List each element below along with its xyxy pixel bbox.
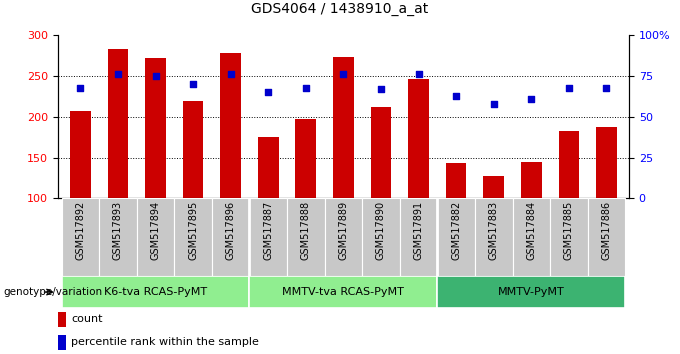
Bar bbox=[58, 335, 66, 350]
Bar bbox=[371, 107, 391, 198]
Bar bbox=[99, 198, 137, 276]
Text: GSM517890: GSM517890 bbox=[376, 201, 386, 260]
Bar bbox=[62, 198, 99, 276]
Text: GSM517894: GSM517894 bbox=[150, 201, 160, 260]
Text: GSM517884: GSM517884 bbox=[526, 201, 537, 260]
Bar bbox=[513, 198, 550, 276]
Bar bbox=[137, 198, 174, 276]
Bar bbox=[183, 101, 203, 198]
Bar bbox=[107, 49, 129, 198]
Bar bbox=[437, 276, 625, 308]
Bar bbox=[250, 276, 437, 308]
Bar bbox=[296, 119, 316, 198]
Bar bbox=[250, 198, 287, 276]
Bar bbox=[408, 79, 429, 198]
Point bbox=[564, 85, 575, 90]
Text: GSM517889: GSM517889 bbox=[339, 201, 348, 260]
Bar bbox=[70, 111, 90, 198]
Bar bbox=[287, 198, 324, 276]
Bar bbox=[145, 58, 166, 198]
Text: K6-tva RCAS-PyMT: K6-tva RCAS-PyMT bbox=[104, 287, 207, 297]
Bar bbox=[324, 198, 362, 276]
Bar bbox=[362, 198, 400, 276]
Bar bbox=[521, 162, 542, 198]
Text: GSM517885: GSM517885 bbox=[564, 201, 574, 260]
Bar bbox=[475, 198, 513, 276]
Point bbox=[188, 81, 199, 87]
Point bbox=[301, 85, 311, 90]
Bar bbox=[62, 276, 250, 308]
Bar bbox=[333, 57, 354, 198]
Bar bbox=[446, 163, 466, 198]
Text: GSM517883: GSM517883 bbox=[489, 201, 498, 260]
Text: GSM517886: GSM517886 bbox=[601, 201, 611, 260]
Text: GSM517882: GSM517882 bbox=[451, 201, 461, 260]
Point bbox=[413, 72, 424, 77]
Point bbox=[75, 85, 86, 90]
Bar bbox=[212, 198, 250, 276]
Text: GSM517896: GSM517896 bbox=[226, 201, 236, 260]
Bar bbox=[174, 198, 212, 276]
Point bbox=[488, 101, 499, 107]
Bar bbox=[437, 198, 475, 276]
Text: percentile rank within the sample: percentile rank within the sample bbox=[71, 337, 259, 348]
Point bbox=[526, 96, 537, 102]
Bar bbox=[483, 176, 504, 198]
Bar bbox=[220, 53, 241, 198]
Point bbox=[225, 72, 236, 77]
Text: genotype/variation: genotype/variation bbox=[3, 287, 103, 297]
Point bbox=[601, 85, 612, 90]
Bar bbox=[400, 198, 437, 276]
Text: GSM517888: GSM517888 bbox=[301, 201, 311, 260]
Point bbox=[451, 93, 462, 98]
Point bbox=[262, 90, 273, 95]
Text: GSM517892: GSM517892 bbox=[75, 201, 86, 260]
Bar bbox=[550, 198, 588, 276]
Text: MMTV-PyMT: MMTV-PyMT bbox=[498, 287, 564, 297]
Text: GSM517887: GSM517887 bbox=[263, 201, 273, 260]
Text: GSM517891: GSM517891 bbox=[413, 201, 424, 260]
Text: GSM517895: GSM517895 bbox=[188, 201, 198, 260]
Bar bbox=[558, 131, 579, 198]
Bar bbox=[58, 312, 66, 327]
Bar bbox=[258, 137, 279, 198]
Point bbox=[375, 86, 386, 92]
Bar bbox=[596, 127, 617, 198]
Bar bbox=[588, 198, 625, 276]
Point bbox=[112, 72, 123, 77]
Text: GSM517893: GSM517893 bbox=[113, 201, 123, 260]
Point bbox=[150, 73, 161, 79]
Point bbox=[338, 72, 349, 77]
Text: GDS4064 / 1438910_a_at: GDS4064 / 1438910_a_at bbox=[252, 2, 428, 16]
Text: count: count bbox=[71, 314, 103, 325]
Text: MMTV-tva RCAS-PyMT: MMTV-tva RCAS-PyMT bbox=[282, 287, 405, 297]
